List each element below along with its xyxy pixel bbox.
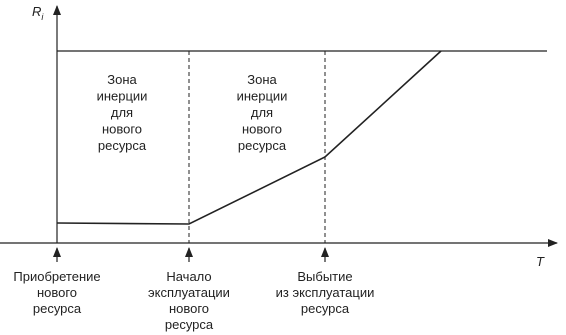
event-label: нового [169,301,209,316]
zone-text: нового [242,122,282,137]
zone-text: ресурса [238,138,287,153]
zone-text: Зона [247,72,277,87]
zone-text: ресурса [98,138,147,153]
zone-text: для [251,105,273,120]
y-label: Ri [32,4,44,22]
event-label: из эксплуатации [276,285,375,300]
zone-text: для [111,105,133,120]
zone-text: инерции [237,89,288,104]
event-label: ресурса [301,301,350,316]
y-label-sub: i [41,12,44,22]
event-label: ресурса [33,301,82,316]
x-label: T [536,254,545,269]
event-label: ресурса [165,317,214,332]
y-label-main: R [32,4,41,19]
event-label: Начало [166,269,211,284]
zone-text: нового [102,122,142,137]
event-label: Приобретение [13,269,100,284]
zone-text: Зона [107,72,137,87]
event-label: нового [37,285,77,300]
curve [56,50,442,225]
zone-text: инерции [97,89,148,104]
event-label: Выбытие [297,269,352,284]
event-label: эксплуатации [148,285,230,300]
